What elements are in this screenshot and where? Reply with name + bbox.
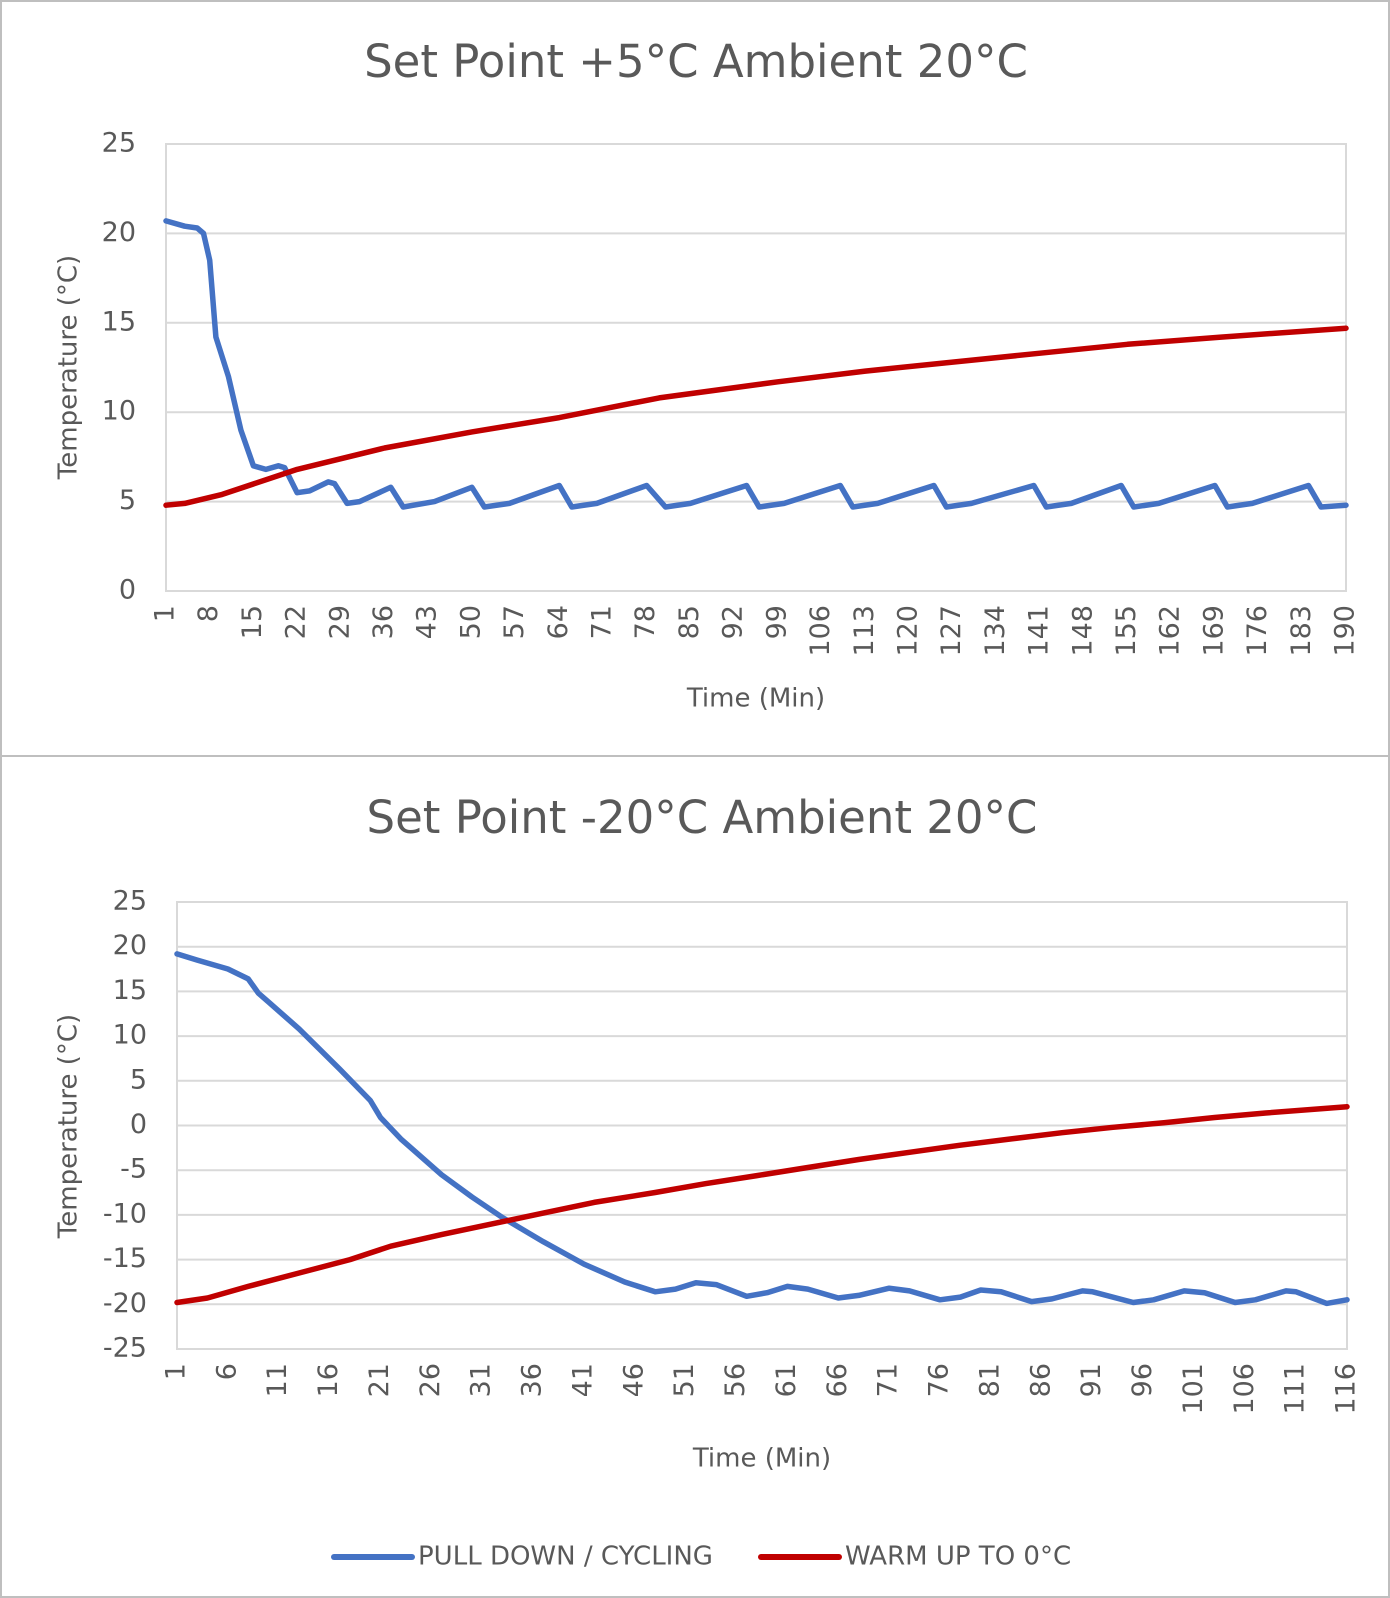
y-tick-label: 20	[102, 217, 136, 248]
x-tick-label: 66	[822, 1363, 853, 1397]
x-tick-label: 183	[1286, 605, 1317, 657]
x-tick-label: 81	[974, 1363, 1005, 1397]
y-tick-label: -10	[103, 1198, 147, 1229]
data-line	[163, 218, 1349, 510]
x-tick-label: 57	[499, 605, 530, 639]
y-tick-label: 10	[102, 396, 136, 427]
x-tick-label: 21	[364, 1363, 395, 1397]
x-tick-label: 148	[1067, 605, 1098, 657]
y-tick-label: 10	[113, 1020, 147, 1051]
x-tick-label: 31	[466, 1363, 497, 1397]
chart-title: Set Point +5°C Ambient 20°C	[364, 35, 1028, 88]
plot-border	[176, 901, 1348, 1350]
x-tick-label: 64	[543, 605, 574, 639]
y-tick-label: 5	[130, 1064, 147, 1095]
legend-label: PULL DOWN / CYCLING	[418, 1542, 713, 1572]
x-tick-label: 91	[1076, 1363, 1107, 1397]
x-tick-label: 116	[1331, 1363, 1362, 1415]
x-tick-label: 92	[718, 605, 749, 639]
x-tick-label: 127	[936, 605, 967, 657]
y-tick-label: -25	[103, 1333, 147, 1364]
y-tick-label: 0	[130, 1109, 147, 1140]
x-tick-label: 134	[980, 605, 1011, 657]
x-tick-label: 190	[1330, 605, 1361, 657]
x-tick-label: 29	[324, 605, 355, 639]
y-tick-label: 20	[113, 930, 147, 961]
x-tick-label: 50	[455, 605, 486, 639]
x-tick-label: 1	[150, 605, 181, 622]
x-tick-label: 106	[1229, 1363, 1260, 1415]
y-axis-title: Temperature (°C)	[54, 1014, 84, 1239]
x-tick-label: 113	[849, 605, 880, 657]
x-tick-label: 71	[587, 605, 618, 639]
x-tick-label: 36	[517, 1363, 548, 1397]
x-tick-label: 26	[415, 1363, 446, 1397]
plot-border	[165, 143, 1347, 592]
y-tick-label: 0	[119, 575, 136, 606]
y-tick-label: -5	[120, 1154, 147, 1185]
x-tick-label: 96	[1127, 1363, 1158, 1397]
x-tick-label: 76	[924, 1363, 955, 1397]
x-tick-label: 101	[1178, 1363, 1209, 1415]
x-tick-label: 176	[1242, 605, 1273, 657]
x-tick-label: 169	[1198, 605, 1229, 657]
x-tick-label: 6	[211, 1363, 242, 1380]
y-tick-label: 5	[119, 485, 136, 516]
y-tick-label: 15	[113, 975, 147, 1006]
x-tick-label: 8	[193, 605, 224, 622]
x-tick-label: 11	[262, 1363, 293, 1397]
x-tick-label: 46	[618, 1363, 649, 1397]
x-tick-label: 106	[805, 605, 836, 657]
x-tick-label: 36	[368, 605, 399, 639]
x-tick-label: 56	[720, 1363, 751, 1397]
x-tick-label: 111	[1280, 1363, 1311, 1415]
legend-label: WARM UP TO 0°C	[845, 1542, 1071, 1572]
x-tick-label: 51	[669, 1363, 700, 1397]
x-axis-title: Time (Min)	[686, 684, 825, 714]
y-tick-label: 15	[102, 306, 136, 337]
y-tick-label: -15	[103, 1243, 147, 1274]
x-tick-label: 61	[771, 1363, 802, 1397]
y-tick-label: 25	[102, 128, 136, 159]
x-tick-label: 78	[630, 605, 661, 639]
data-line	[174, 1103, 1350, 1306]
y-tick-label: 25	[113, 886, 147, 917]
x-axis-title: Time (Min)	[692, 1444, 831, 1474]
x-tick-label: 16	[313, 1363, 344, 1397]
chart-title: Set Point -20°C Ambient 20°C	[367, 791, 1038, 844]
x-tick-label: 86	[1025, 1363, 1056, 1397]
data-line	[174, 951, 1350, 1307]
y-tick-label: -20	[103, 1288, 147, 1319]
x-tick-label: 141	[1024, 605, 1055, 657]
x-tick-label: 41	[567, 1363, 598, 1397]
x-tick-label: 162	[1155, 605, 1186, 657]
x-tick-label: 85	[674, 605, 705, 639]
x-tick-label: 120	[892, 605, 923, 657]
x-tick-label: 15	[237, 605, 268, 639]
data-line	[163, 325, 1349, 508]
x-tick-label: 99	[761, 605, 792, 639]
x-tick-label: 22	[281, 605, 312, 639]
x-tick-label: 71	[873, 1363, 904, 1397]
x-tick-label: 155	[1111, 605, 1142, 657]
x-tick-label: 1	[161, 1363, 192, 1380]
x-tick-label: 43	[412, 605, 443, 639]
y-axis-title: Temperature (°C)	[54, 255, 84, 480]
